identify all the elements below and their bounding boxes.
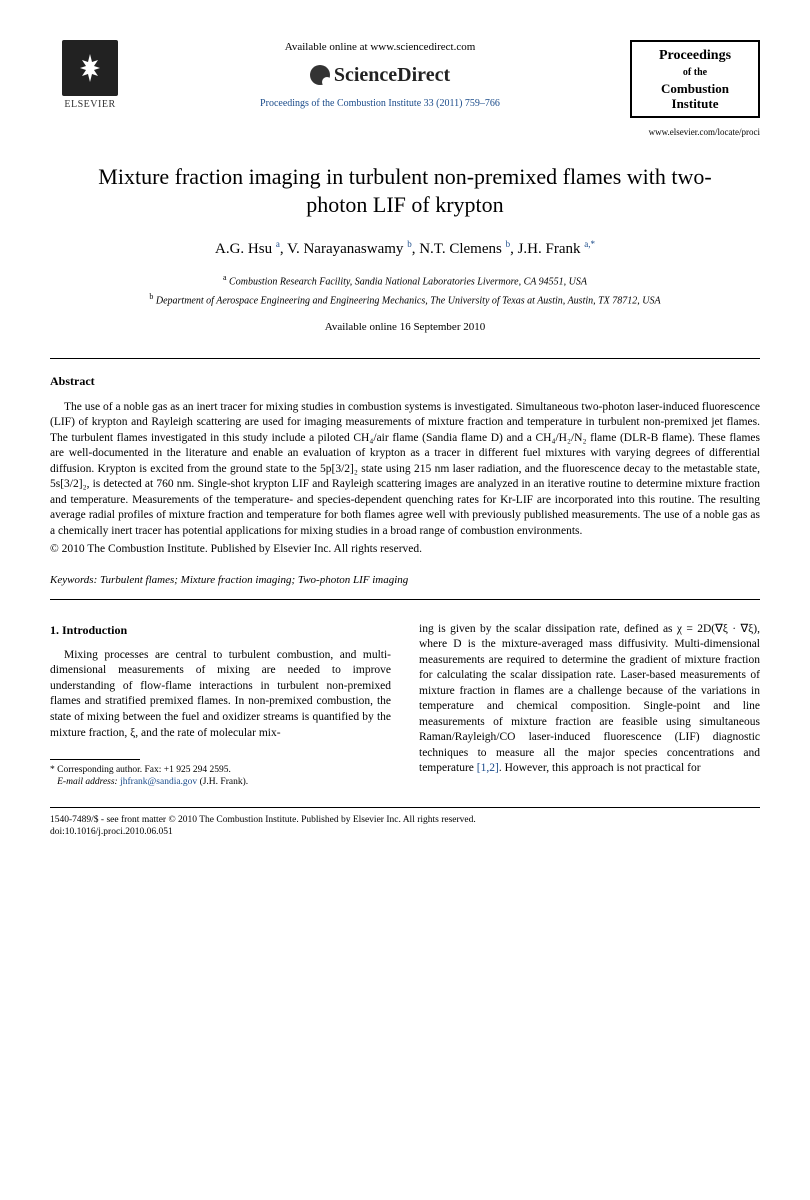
journal-title-2: Combustion	[640, 81, 750, 97]
intro-col2-a: ing is given by the scalar dissipation r…	[419, 623, 760, 775]
ref-link-1-2[interactable]: [1,2]	[477, 762, 499, 774]
authors-line: A.G. Hsu a, V. Narayanaswamy b, N.T. Cle…	[50, 238, 760, 260]
doi-line: doi:10.1016/j.proci.2010.06.051	[50, 826, 760, 838]
intro-heading: 1. Introduction	[50, 622, 391, 638]
affil-b-text: Department of Aerospace Engineering and …	[156, 295, 661, 306]
email-who: (J.H. Frank).	[200, 777, 249, 787]
affiliation-b: b Department of Aerospace Engineering an…	[50, 291, 760, 308]
front-matter-line: 1540-7489/$ - see front matter © 2010 Th…	[50, 814, 760, 826]
elsevier-tree-icon	[62, 40, 118, 96]
email-line: E-mail address: jhfrank@sandia.gov (J.H.…	[50, 776, 391, 788]
affiliation-a: a Combustion Research Facility, Sandia N…	[50, 272, 760, 289]
footnote-rule	[50, 759, 140, 760]
abstract-text: The use of a noble gas as an inert trace…	[50, 400, 760, 540]
article-title: Mixture fraction imaging in turbulent no…	[90, 163, 720, 220]
divider-top	[50, 358, 760, 359]
sciencedirect-icon	[310, 65, 330, 85]
body-columns: 1. Introduction Mixing processes are cen…	[50, 622, 760, 789]
intro-col2-b: . However, this approach is not practica…	[499, 762, 701, 774]
column-right: ing is given by the scalar dissipation r…	[419, 622, 760, 789]
citation-line: Proceedings of the Combustion Institute …	[130, 97, 630, 111]
journal-title-3: Institute	[640, 96, 750, 112]
elsevier-label: ELSEVIER	[64, 98, 115, 112]
journal-box-wrap: Proceedings of the Combustion Institute	[630, 40, 760, 118]
header-row: ELSEVIER Available online at www.science…	[50, 40, 760, 118]
available-date: Available online 16 September 2010	[50, 320, 760, 335]
corresponding-author: * Corresponding author. Fax: +1 925 294 …	[50, 764, 391, 776]
keywords-list: Turbulent flames; Mixture fraction imagi…	[100, 574, 408, 586]
keywords-label: Keywords:	[50, 574, 97, 586]
sciencedirect-logo: ScienceDirect	[310, 61, 450, 89]
journal-box: Proceedings of the Combustion Institute	[630, 40, 760, 118]
header-center: Available online at www.sciencedirect.co…	[130, 40, 630, 111]
divider-bottom	[50, 807, 760, 808]
abstract-heading: Abstract	[50, 373, 760, 390]
intro-para-left: Mixing processes are central to turbulen…	[50, 648, 391, 741]
sciencedirect-text: ScienceDirect	[334, 61, 450, 89]
journal-title-1: Proceedings	[640, 48, 750, 65]
email-link[interactable]: jhfrank@sandia.gov	[120, 777, 197, 787]
journal-of: of the	[640, 66, 750, 80]
affil-a-text: Combustion Research Facility, Sandia Nat…	[229, 276, 587, 287]
abstract-copyright: © 2010 The Combustion Institute. Publish…	[50, 541, 760, 557]
keywords-line: Keywords: Turbulent flames; Mixture frac…	[50, 573, 760, 588]
available-online-text: Available online at www.sciencedirect.co…	[130, 40, 630, 55]
locate-url: www.elsevier.com/locate/proci	[50, 126, 760, 139]
intro-para-right: ing is given by the scalar dissipation r…	[419, 622, 760, 777]
divider-mid	[50, 599, 760, 600]
elsevier-logo: ELSEVIER	[50, 40, 130, 112]
column-left: 1. Introduction Mixing processes are cen…	[50, 622, 391, 789]
email-label: E-mail address:	[57, 777, 118, 787]
